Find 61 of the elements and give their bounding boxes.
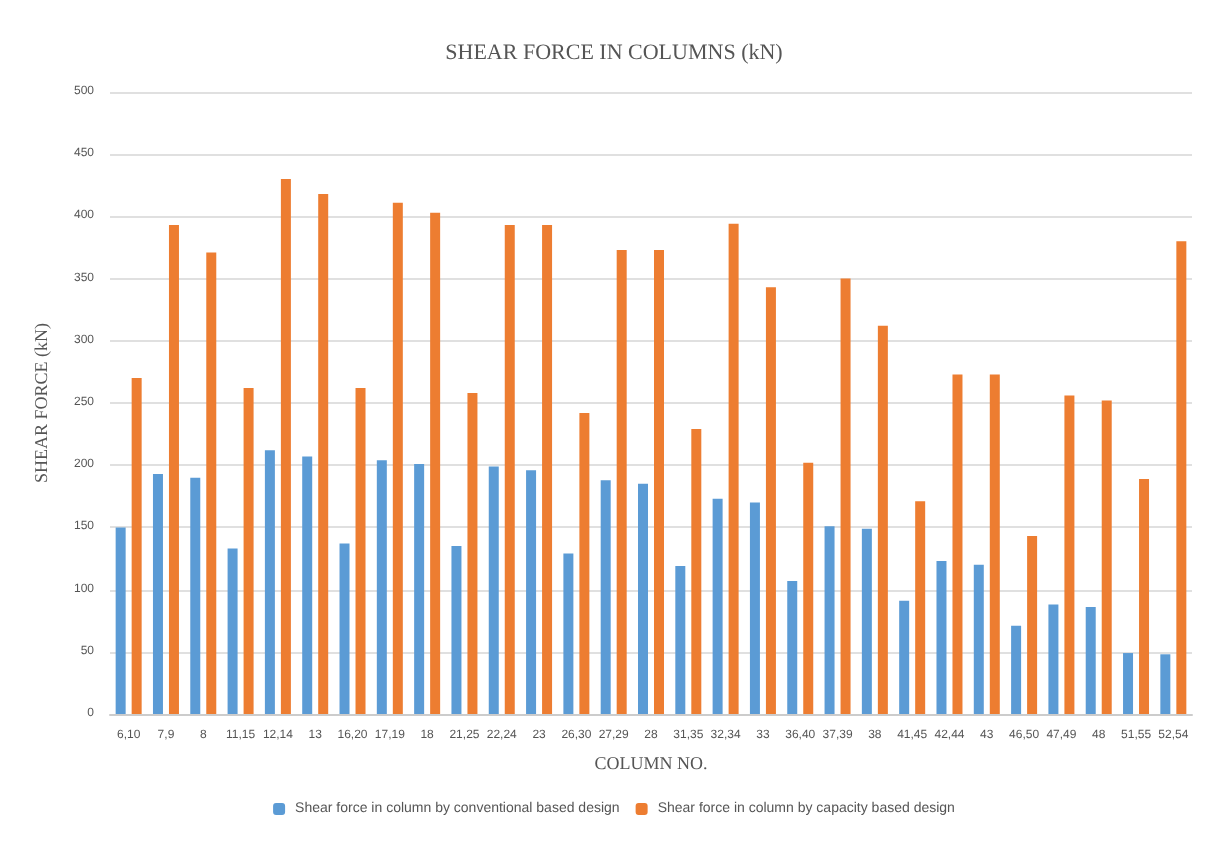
- bar: [318, 194, 329, 714]
- bar: [824, 526, 835, 714]
- bar: [861, 528, 872, 714]
- bar: [654, 249, 664, 714]
- bar: [526, 470, 537, 714]
- bar: [616, 249, 627, 714]
- bar: [1101, 400, 1112, 714]
- bar: [355, 388, 366, 714]
- bar: [302, 456, 313, 714]
- y-axis-title: SHEAR FORCE (kN): [31, 322, 51, 484]
- bar: [712, 498, 723, 714]
- bar: [1139, 478, 1150, 714]
- bar: [563, 553, 574, 714]
- bar: [467, 393, 478, 714]
- bar: [488, 466, 499, 714]
- bar: [1011, 625, 1022, 714]
- chart-title: SHEAR FORCE IN COLUMNS (kN): [445, 41, 784, 65]
- bar: [243, 388, 254, 714]
- bar: [115, 527, 126, 714]
- bar: [765, 287, 776, 714]
- bar: [1064, 395, 1075, 714]
- bar: [414, 463, 425, 714]
- bar: [638, 483, 648, 714]
- bar: [542, 225, 553, 714]
- bar: [1176, 241, 1187, 714]
- bar: [1048, 604, 1059, 714]
- bar: [152, 473, 163, 714]
- bar: [728, 223, 739, 714]
- bar: [451, 546, 462, 714]
- bar: [749, 502, 760, 714]
- bar: [264, 450, 275, 714]
- bar: [989, 374, 1000, 714]
- bar: [899, 600, 910, 714]
- bar: [206, 252, 217, 714]
- bar: [1123, 653, 1134, 714]
- bar: [339, 543, 350, 714]
- bar: [840, 278, 851, 714]
- bar: [579, 412, 590, 714]
- bar: [430, 212, 441, 714]
- bar: [691, 429, 702, 714]
- bar: [504, 225, 515, 714]
- bar: [1085, 607, 1096, 714]
- bar: [915, 501, 926, 714]
- bar: [227, 548, 238, 714]
- bar: [675, 565, 686, 714]
- bar: [973, 564, 984, 714]
- bar: [376, 460, 387, 714]
- bar: [190, 477, 201, 714]
- bar: [168, 225, 179, 714]
- bar: [936, 560, 947, 714]
- bar: [1027, 536, 1038, 714]
- bar: [280, 179, 291, 714]
- bar: [803, 462, 814, 714]
- x-axis-title: COLUMN NO.: [594, 753, 708, 773]
- bar: [787, 580, 798, 714]
- bar: [131, 378, 142, 714]
- bar: [1160, 654, 1171, 714]
- bar: [600, 480, 611, 714]
- bar: [877, 325, 888, 714]
- bar: [952, 374, 963, 714]
- bar: [392, 202, 403, 714]
